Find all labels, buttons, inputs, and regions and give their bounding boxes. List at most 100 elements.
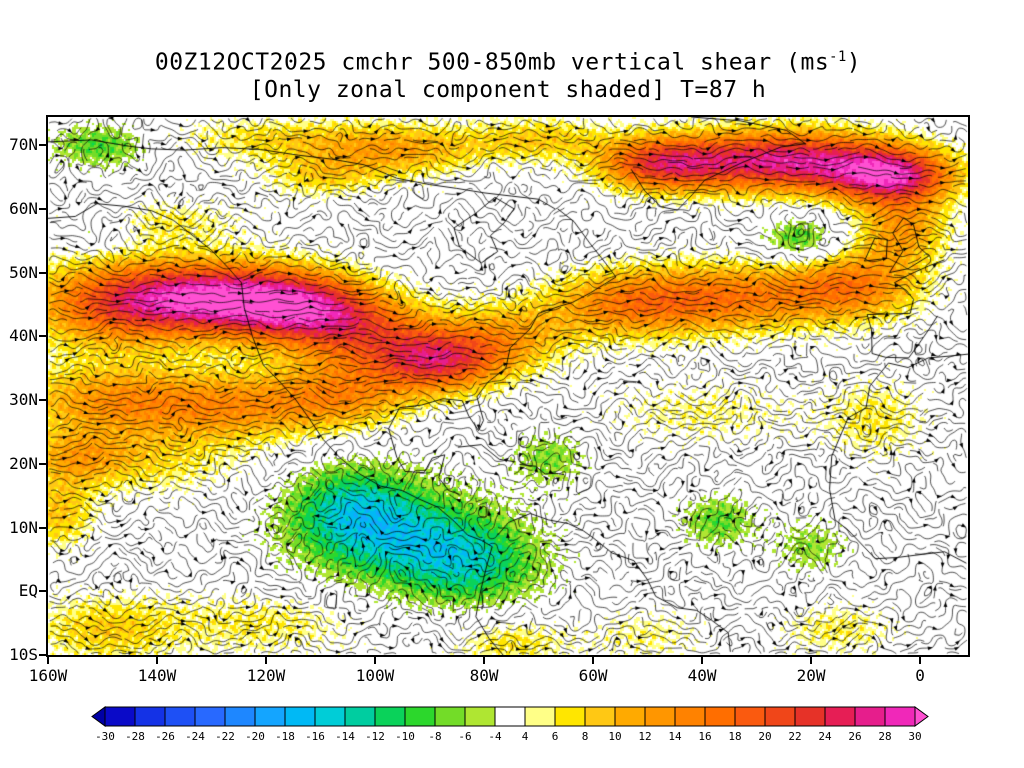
colorbar-segment bbox=[854, 706, 886, 727]
y-tick-label: 10S bbox=[9, 645, 38, 664]
colorbar-tick-label: 24 bbox=[818, 730, 832, 743]
colorbar-segment bbox=[194, 706, 226, 727]
x-tick-mark bbox=[483, 657, 486, 664]
y-tick-label: 40N bbox=[9, 326, 38, 346]
y-tick-mark bbox=[39, 462, 46, 465]
x-tick-label: 120W bbox=[246, 666, 286, 685]
x-tick-mark bbox=[701, 657, 704, 664]
y-tick-mark bbox=[39, 335, 46, 338]
x-tick-label: 60W bbox=[578, 666, 608, 685]
colorbar-segment bbox=[554, 706, 586, 727]
colorbar-tick-label: 20 bbox=[758, 730, 772, 743]
colorbar-tick-label: 18 bbox=[728, 730, 742, 743]
colorbar-tick-label: -20 bbox=[245, 730, 265, 743]
chart-title-line1: 00Z12OCT2025 cmchr 500-850mb vertical sh… bbox=[0, 44, 1016, 77]
colorbar-svg bbox=[91, 706, 929, 727]
y-tick-label: 30N bbox=[9, 390, 38, 410]
colorbar-segment bbox=[254, 706, 286, 727]
colorbar-segment bbox=[824, 706, 856, 727]
colorbar-tick-label: -18 bbox=[275, 730, 295, 743]
colorbar-tick-label: -12 bbox=[365, 730, 385, 743]
x-tick-mark bbox=[47, 657, 49, 664]
title-superscript: -1 bbox=[829, 49, 847, 65]
colorbar-segment bbox=[164, 706, 196, 727]
x-tick-mark bbox=[374, 657, 376, 664]
x-tick-mark bbox=[592, 657, 595, 664]
chart-title-line2: [Only zonal component shaded] T=87 h bbox=[249, 76, 767, 103]
colorbar-segment bbox=[134, 706, 166, 727]
x-tick-label: 0 bbox=[915, 666, 925, 685]
y-tick-mark bbox=[39, 590, 46, 593]
colorbar-segment bbox=[284, 706, 316, 727]
y-tick-mark bbox=[39, 399, 46, 402]
colorbar-tick-label: -26 bbox=[155, 730, 175, 743]
colorbar-tick-label: -10 bbox=[395, 730, 415, 743]
colorbar-segment bbox=[524, 706, 556, 727]
colorbar-left-arrow bbox=[91, 706, 106, 727]
x-tick-label: 160W bbox=[28, 666, 68, 685]
chart-title: 00Z12OCT2025 cmchr 500-850mb vertical sh… bbox=[0, 44, 1016, 104]
colorbar-tick-label: 14 bbox=[668, 730, 682, 743]
y-tick-mark bbox=[39, 526, 46, 529]
colorbar-tick-label: 28 bbox=[878, 730, 892, 743]
colorbar-segment bbox=[374, 706, 406, 727]
colorbar-segment bbox=[794, 706, 826, 727]
colorbar-tick-label: 16 bbox=[698, 730, 712, 743]
colorbar-segment bbox=[884, 706, 916, 727]
y-tick-label: EQ bbox=[18, 581, 38, 601]
colorbar: -30 -28 -26 -24 -22 -20 -18 -16 -14 -12 -10 -8 -6 -4 4… bbox=[91, 706, 931, 746]
colorbar-segment bbox=[224, 706, 256, 727]
colorbar-tick-label: 6 bbox=[551, 730, 559, 743]
colorbar-tick-label: -22 bbox=[215, 730, 235, 743]
colorbar-segment bbox=[614, 706, 646, 727]
colorbar-segment bbox=[734, 706, 766, 727]
colorbar-segment bbox=[464, 706, 496, 727]
colorbar-segment bbox=[104, 706, 136, 727]
y-tick-mark bbox=[39, 144, 46, 147]
colorbar-tick-label: 26 bbox=[848, 730, 862, 743]
colorbar-tick-label: -14 bbox=[335, 730, 355, 743]
colorbar-segment bbox=[704, 706, 736, 727]
y-tick-label: 70N bbox=[9, 135, 38, 155]
colorbar-segment bbox=[494, 706, 526, 727]
x-tick-mark bbox=[156, 657, 158, 664]
title-text: 00Z12OCT2025 cmchr 500-850mb vertical sh… bbox=[154, 49, 830, 76]
colorbar-tick-label: -8 bbox=[428, 730, 442, 743]
x-tick-label: 40W bbox=[687, 666, 717, 685]
colorbar-tick-label: -4 bbox=[488, 730, 502, 743]
colorbar-tick-label: 22 bbox=[788, 730, 802, 743]
colorbar-tick-label: 10 bbox=[608, 730, 622, 743]
colorbar-segment bbox=[644, 706, 676, 727]
colorbar-tick-label: -24 bbox=[185, 730, 205, 743]
colorbar-right-arrow bbox=[914, 706, 929, 727]
x-tick-label: 140W bbox=[137, 666, 177, 685]
colorbar-tick-label: -30 bbox=[95, 730, 115, 743]
y-tick-label: 10N bbox=[9, 517, 38, 537]
colorbar-segment bbox=[314, 706, 346, 727]
x-tick-label: 100W bbox=[355, 666, 395, 685]
colorbar-segment bbox=[344, 706, 376, 727]
colorbar-segment bbox=[674, 706, 706, 727]
colorbar-tick-label: 8 bbox=[581, 730, 589, 743]
colorbar-tick-label: 12 bbox=[638, 730, 652, 743]
x-tick-label: 20W bbox=[796, 666, 826, 685]
x-tick-mark bbox=[265, 657, 267, 664]
colorbar-segment bbox=[584, 706, 616, 727]
shear-map-canvas bbox=[48, 117, 968, 655]
colorbar-tick-label: -28 bbox=[125, 730, 145, 743]
x-tick-mark bbox=[810, 657, 813, 664]
x-tick-label: 80W bbox=[469, 666, 499, 685]
colorbar-segment bbox=[404, 706, 436, 727]
y-tick-mark bbox=[39, 654, 46, 656]
y-tick-label: 20N bbox=[9, 453, 38, 473]
x-tick-mark bbox=[919, 657, 922, 664]
colorbar-segment bbox=[434, 706, 466, 727]
map-frame bbox=[46, 115, 970, 657]
colorbar-tick-label: 4 bbox=[521, 730, 529, 743]
title-text-close: ) bbox=[846, 49, 862, 76]
y-tick-label: 60N bbox=[9, 198, 38, 218]
colorbar-tick-label: 30 bbox=[908, 730, 922, 743]
y-tick-mark bbox=[39, 271, 46, 274]
colorbar-segment bbox=[764, 706, 796, 727]
